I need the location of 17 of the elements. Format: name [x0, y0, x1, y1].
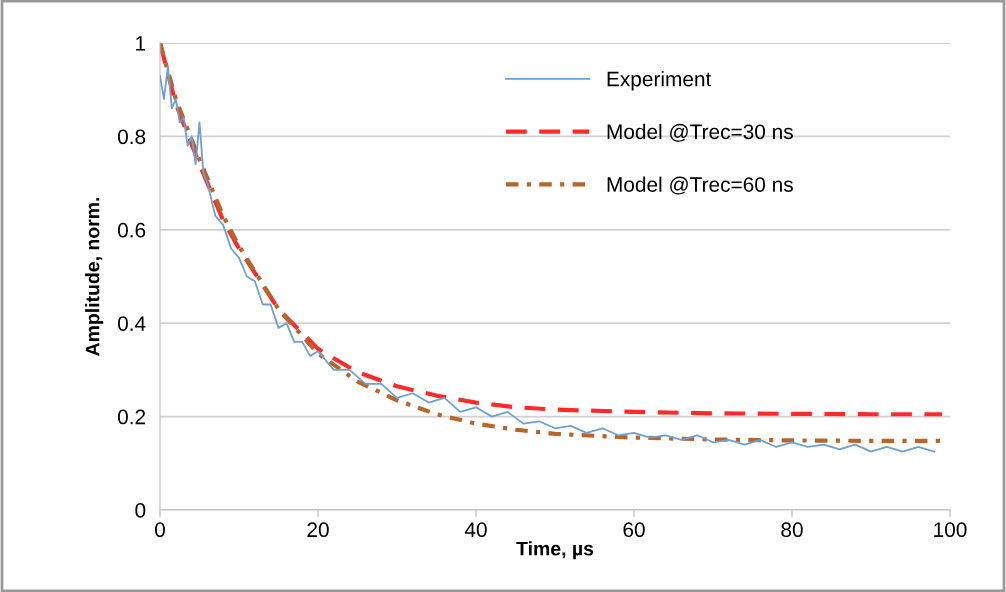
x-axis-title: Time, µs	[516, 541, 594, 560]
y-tick-label: 1	[136, 36, 146, 51]
x-tick-label: 40	[464, 522, 487, 538]
x-tick-label: 20	[307, 522, 329, 538]
y-tick-label: 0.4	[117, 316, 146, 331]
x-tick-label: 0	[155, 522, 165, 538]
y-tick-label: 0.2	[117, 409, 146, 425]
x-tick-label: 100	[934, 522, 967, 538]
y-tick-label: 0.6	[117, 222, 146, 238]
legend-label: Experiment	[607, 71, 712, 91]
y-axis-title: Amplitude, norm.	[85, 197, 104, 356]
legend-label: Model @Trec=60 ns	[607, 176, 793, 195]
y-tick-label: 0.8	[117, 129, 146, 145]
y-tick-label: 0	[135, 503, 146, 518]
x-tick-label: 80	[781, 522, 803, 538]
legend-label: Model @Trec=30 ns	[607, 123, 793, 142]
x-tick-label: 60	[623, 522, 645, 538]
